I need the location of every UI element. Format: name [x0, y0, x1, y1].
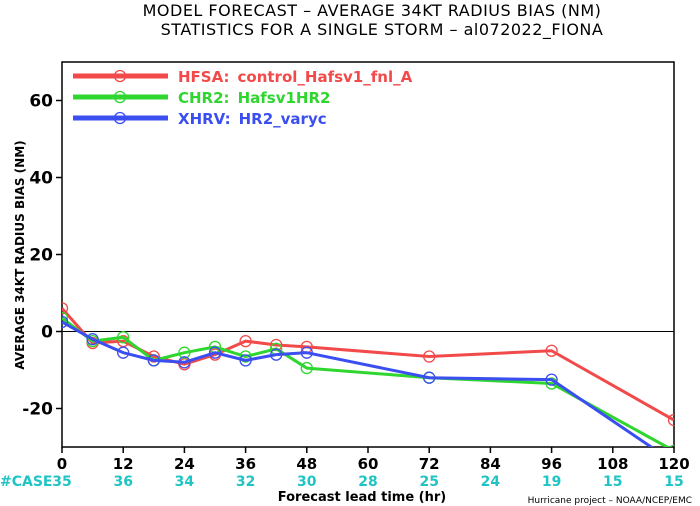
- legend-label: CHR2: Hafsv1HR2: [178, 89, 330, 107]
- x-tick-label: 60: [358, 455, 379, 473]
- series-chr2: [62, 311, 674, 447]
- data-point-hfsa: [62, 302, 69, 315]
- case-count: 28: [358, 474, 377, 490]
- case-count: 32: [236, 474, 255, 490]
- data-point-xhrv: [117, 346, 130, 359]
- y-tick-label: 20: [29, 246, 53, 266]
- credit-text: Hurricane project – NOAA/NCEP/EMC: [528, 496, 692, 506]
- data-point-hfsa: [667, 413, 674, 427]
- data-point-hfsa: [239, 334, 252, 348]
- data-point-xhrv: [545, 373, 558, 386]
- legend-marker: [113, 90, 127, 104]
- series-layer: [62, 302, 674, 447]
- x-tick-label: 0: [57, 455, 67, 473]
- data-point-hfsa: [545, 344, 558, 357]
- legend-marker: [113, 69, 127, 83]
- case-count: 25: [419, 474, 438, 490]
- data-point-chr2: [239, 350, 252, 363]
- x-tick-label: 12: [113, 455, 134, 473]
- x-axis: 0 12 24 36 48 60 72 84 96 108 120: [57, 447, 690, 473]
- legend-item-xhrv: XHRV: HR2_varyc: [73, 110, 327, 128]
- data-point-chr2: [178, 346, 191, 359]
- case-count: 36: [113, 474, 132, 490]
- y-tick-label: 40: [29, 169, 53, 189]
- data-point-xhrv: [270, 348, 283, 361]
- legend: HFSA: control_Hafsv1_fnl_A CHR2: Hafsv1HR2 X…: [73, 68, 413, 128]
- legend-label: XHRV: HR2_varyc: [178, 110, 327, 128]
- y-tick-label: -20: [22, 400, 53, 420]
- series-xhrv: [62, 315, 654, 447]
- x-tick-label: 120: [658, 455, 689, 473]
- data-point-xhrv: [147, 354, 160, 367]
- chart-subtitle: STATISTICS FOR A SINGLE STORM – al072022…: [161, 20, 604, 40]
- x-tick-label: 108: [597, 455, 628, 473]
- data-point-xhrv: [300, 346, 313, 359]
- legend-label: HFSA: control_Hafsv1_fnl_A: [178, 68, 413, 86]
- data-point-xhrv: [86, 333, 99, 346]
- case-row: #CASE 35 36 34 32 30 28 25 24 19 15 15: [0, 474, 684, 490]
- case-count: 34: [175, 474, 195, 490]
- chart-title: MODEL FORECAST – AVERAGE 34KT RADIUS BIA…: [143, 1, 602, 20]
- legend-marker: [113, 111, 127, 125]
- case-label: #CASE: [0, 474, 53, 490]
- case-count: 24: [481, 474, 501, 490]
- legend-item-hfsa: HFSA: control_Hafsv1_fnl_A: [73, 68, 413, 86]
- case-count: 30: [297, 474, 317, 490]
- data-point-xhrv: [62, 315, 69, 329]
- data-point-hfsa: [423, 350, 436, 363]
- data-point-xhrv: [178, 356, 191, 369]
- x-axis-label: Forecast lead time (hr): [278, 490, 446, 505]
- y-tick-label: 0: [41, 323, 53, 343]
- y-axis: -20 0 20 40 60: [22, 92, 62, 420]
- x-tick-label: 48: [296, 455, 317, 473]
- y-tick-label: 60: [29, 92, 53, 112]
- data-point-xhrv: [423, 371, 436, 384]
- x-tick-label: 84: [480, 455, 501, 473]
- case-count: 15: [603, 474, 622, 490]
- case-count: 19: [542, 474, 561, 490]
- data-point-chr2: [300, 361, 313, 375]
- legend-item-chr2: CHR2: Hafsv1HR2: [73, 89, 330, 107]
- case-count: 35: [52, 474, 71, 490]
- data-point-chr2: [62, 311, 69, 325]
- y-axis-label: AVERAGE 34KT RADIUS BIAS (NM): [13, 140, 27, 369]
- series-line-xhrv: [62, 320, 654, 447]
- x-tick-label: 24: [174, 455, 195, 473]
- data-point-xhrv: [208, 346, 222, 359]
- x-tick-label: 96: [541, 455, 562, 473]
- x-tick-label: 36: [235, 455, 256, 473]
- case-count: 15: [664, 474, 683, 490]
- series-line-chr2: [62, 316, 671, 447]
- plot-area: -20 0 20 40 60 0 12 24 36 48 60 72 84 96 108 120: [22, 61, 690, 473]
- data-point-chr2: [117, 331, 130, 344]
- x-tick-label: 72: [419, 455, 440, 473]
- data-point-xhrv: [239, 354, 252, 367]
